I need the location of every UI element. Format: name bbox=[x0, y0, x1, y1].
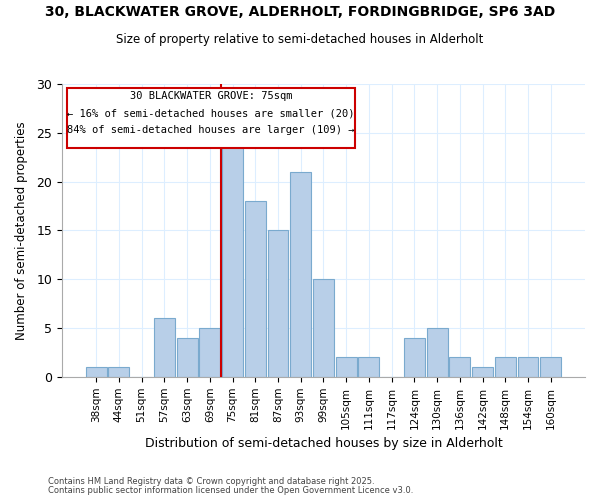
Text: Size of property relative to semi-detached houses in Alderholt: Size of property relative to semi-detach… bbox=[116, 32, 484, 46]
Text: 84% of semi-detached houses are larger (109) →: 84% of semi-detached houses are larger (… bbox=[67, 125, 355, 135]
Bar bbox=[176, 338, 197, 377]
Bar bbox=[449, 358, 470, 377]
Bar bbox=[222, 133, 243, 377]
Y-axis label: Number of semi-detached properties: Number of semi-detached properties bbox=[15, 121, 28, 340]
Text: 30, BLACKWATER GROVE, ALDERHOLT, FORDINGBRIDGE, SP6 3AD: 30, BLACKWATER GROVE, ALDERHOLT, FORDING… bbox=[45, 5, 555, 19]
Bar bbox=[336, 358, 356, 377]
Bar bbox=[109, 367, 130, 377]
Bar bbox=[154, 318, 175, 377]
Bar bbox=[518, 358, 538, 377]
Text: ← 16% of semi-detached houses are smaller (20): ← 16% of semi-detached houses are smalle… bbox=[67, 108, 355, 118]
Bar bbox=[541, 358, 561, 377]
Text: Contains HM Land Registry data © Crown copyright and database right 2025.: Contains HM Land Registry data © Crown c… bbox=[48, 477, 374, 486]
Bar bbox=[472, 367, 493, 377]
X-axis label: Distribution of semi-detached houses by size in Alderholt: Distribution of semi-detached houses by … bbox=[145, 437, 502, 450]
Bar bbox=[268, 230, 289, 377]
Bar bbox=[199, 328, 220, 377]
Bar bbox=[313, 279, 334, 377]
Bar bbox=[86, 367, 107, 377]
Bar bbox=[495, 358, 516, 377]
Text: 30 BLACKWATER GROVE: 75sqm: 30 BLACKWATER GROVE: 75sqm bbox=[130, 91, 292, 101]
Text: Contains public sector information licensed under the Open Government Licence v3: Contains public sector information licen… bbox=[48, 486, 413, 495]
Bar bbox=[290, 172, 311, 377]
Bar bbox=[427, 328, 448, 377]
Bar bbox=[245, 201, 266, 377]
Bar bbox=[404, 338, 425, 377]
Bar bbox=[358, 358, 379, 377]
